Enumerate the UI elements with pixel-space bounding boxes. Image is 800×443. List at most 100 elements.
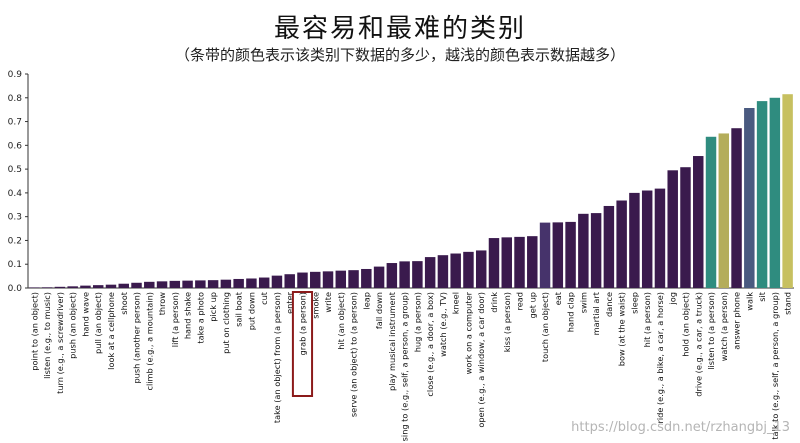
bar — [705, 136, 717, 288]
x-tick-label: hand clap — [566, 292, 576, 332]
bar — [399, 261, 410, 288]
bar — [246, 278, 257, 288]
x-tick-label: grab (a person) — [297, 292, 307, 355]
x-tick-label: hug (a person) — [412, 292, 422, 352]
bar — [654, 188, 666, 288]
watermark-text: https://blog.csdn.net/rzhangbj_13 — [571, 420, 790, 435]
bar — [603, 205, 615, 288]
x-tick-label: take (an object) from (a person) — [272, 292, 282, 423]
x-tick-label: listen (e.g., to music) — [42, 292, 52, 379]
bar — [488, 238, 500, 288]
x-tick-label: watch (e.g., TV) — [438, 292, 448, 357]
bar — [744, 108, 755, 288]
x-tick-label: cut — [259, 291, 269, 305]
x-tick-label: touch (an object) — [540, 292, 550, 362]
x-tick-label: put down — [246, 292, 256, 330]
x-tick-label: hand shake — [183, 292, 193, 339]
y-tick-label: 0.1 — [8, 260, 22, 270]
bar — [782, 94, 793, 288]
bar — [131, 282, 142, 288]
bar — [80, 285, 91, 288]
x-tick-label: answer phone — [732, 292, 742, 350]
x-tick-label: put on clothing — [221, 292, 231, 354]
bar — [641, 190, 653, 288]
bar — [386, 263, 398, 288]
x-tick-label: shoot — [119, 291, 129, 314]
x-tick-label: leap — [361, 292, 371, 310]
bar — [539, 222, 551, 288]
bar — [501, 237, 512, 288]
x-tick-label: turn (e.g., a screwdriver) — [55, 292, 65, 394]
x-tick-label: take a photo — [195, 292, 205, 344]
x-tick-label: hand wave — [80, 292, 90, 337]
bar — [29, 287, 40, 288]
bars — [29, 94, 793, 289]
bar — [67, 286, 78, 288]
x-tick-label: watch (a person) — [719, 292, 729, 361]
x-tick-label: hold (an object) — [680, 292, 690, 357]
bar — [118, 283, 129, 288]
x-tick-label: climb (e.g., a mountain) — [144, 292, 154, 391]
x-tick-label: read — [515, 292, 525, 310]
bar — [41, 287, 53, 288]
bar — [680, 167, 691, 288]
y-tick-label: 0.9 — [8, 70, 23, 80]
bar — [169, 280, 181, 288]
x-tick-label: drink — [489, 292, 499, 313]
x-tick-label: dance — [604, 292, 614, 317]
bar — [552, 222, 564, 288]
bar — [92, 285, 104, 288]
x-tick-label: pull (an object) — [93, 292, 103, 354]
bar — [284, 274, 295, 288]
x-tick-label: fall down — [374, 292, 384, 329]
x-tick-label: write — [323, 292, 333, 313]
bar — [565, 221, 576, 288]
bar — [220, 279, 232, 288]
x-tick-label: listen to (a person) — [706, 292, 716, 370]
x-tick-label: throw — [157, 292, 167, 316]
y-tick-label: 0.8 — [8, 94, 23, 104]
bar — [373, 266, 385, 288]
x-tick-labels: point to (an object) listen (e.g., to mus… — [29, 291, 792, 441]
x-tick-label: sit — [757, 291, 767, 302]
chart-title: 最容易和最难的类别 — [273, 14, 526, 44]
x-tick-label: pick up — [208, 292, 218, 322]
x-tick-label: drive (e.g., a car, a truck) — [693, 292, 703, 397]
bar — [475, 250, 487, 288]
x-tick-label: enter — [285, 291, 295, 313]
x-tick-label: sail boat — [234, 291, 244, 327]
x-tick-label: serve (an object) to (a person) — [349, 292, 359, 417]
x-tick-label: sing to (e.g., self, a person, a group) — [400, 292, 410, 441]
y-tick-label: 0.3 — [8, 213, 22, 223]
x-tick-label: jog — [668, 292, 678, 305]
bar — [718, 133, 730, 288]
bar — [412, 261, 423, 288]
bar — [450, 253, 461, 288]
bar — [463, 251, 474, 288]
x-tick-label: sleep — [629, 292, 639, 314]
x-tick-label: work on a computer — [463, 291, 473, 374]
highlight-box — [291, 291, 314, 397]
x-tick-label: point to (an object) — [29, 292, 39, 371]
bar — [258, 277, 270, 288]
bar — [182, 280, 193, 288]
x-tick-label: swim — [578, 292, 588, 313]
bar — [310, 271, 321, 288]
bar — [693, 156, 704, 288]
x-tick-label: martial art — [591, 291, 601, 335]
x-tick-label: stand — [783, 292, 793, 315]
x-tick-label: push (another person) — [132, 292, 142, 384]
x-tick-label: lift (a person) — [170, 292, 180, 347]
x-tick-label: close (e.g., a door, a box) — [425, 292, 435, 397]
x-tick-label: smoke — [310, 292, 320, 319]
highlight-group — [291, 291, 314, 397]
y-tick-label: 0.7 — [8, 118, 22, 128]
x-tick-label: eat — [553, 291, 563, 305]
bar — [144, 281, 155, 288]
bar — [54, 286, 66, 288]
bar — [271, 275, 283, 288]
y-tick-label: 0.5 — [8, 165, 22, 175]
y-tick-label: 0.0 — [8, 284, 23, 294]
bar — [578, 213, 589, 288]
